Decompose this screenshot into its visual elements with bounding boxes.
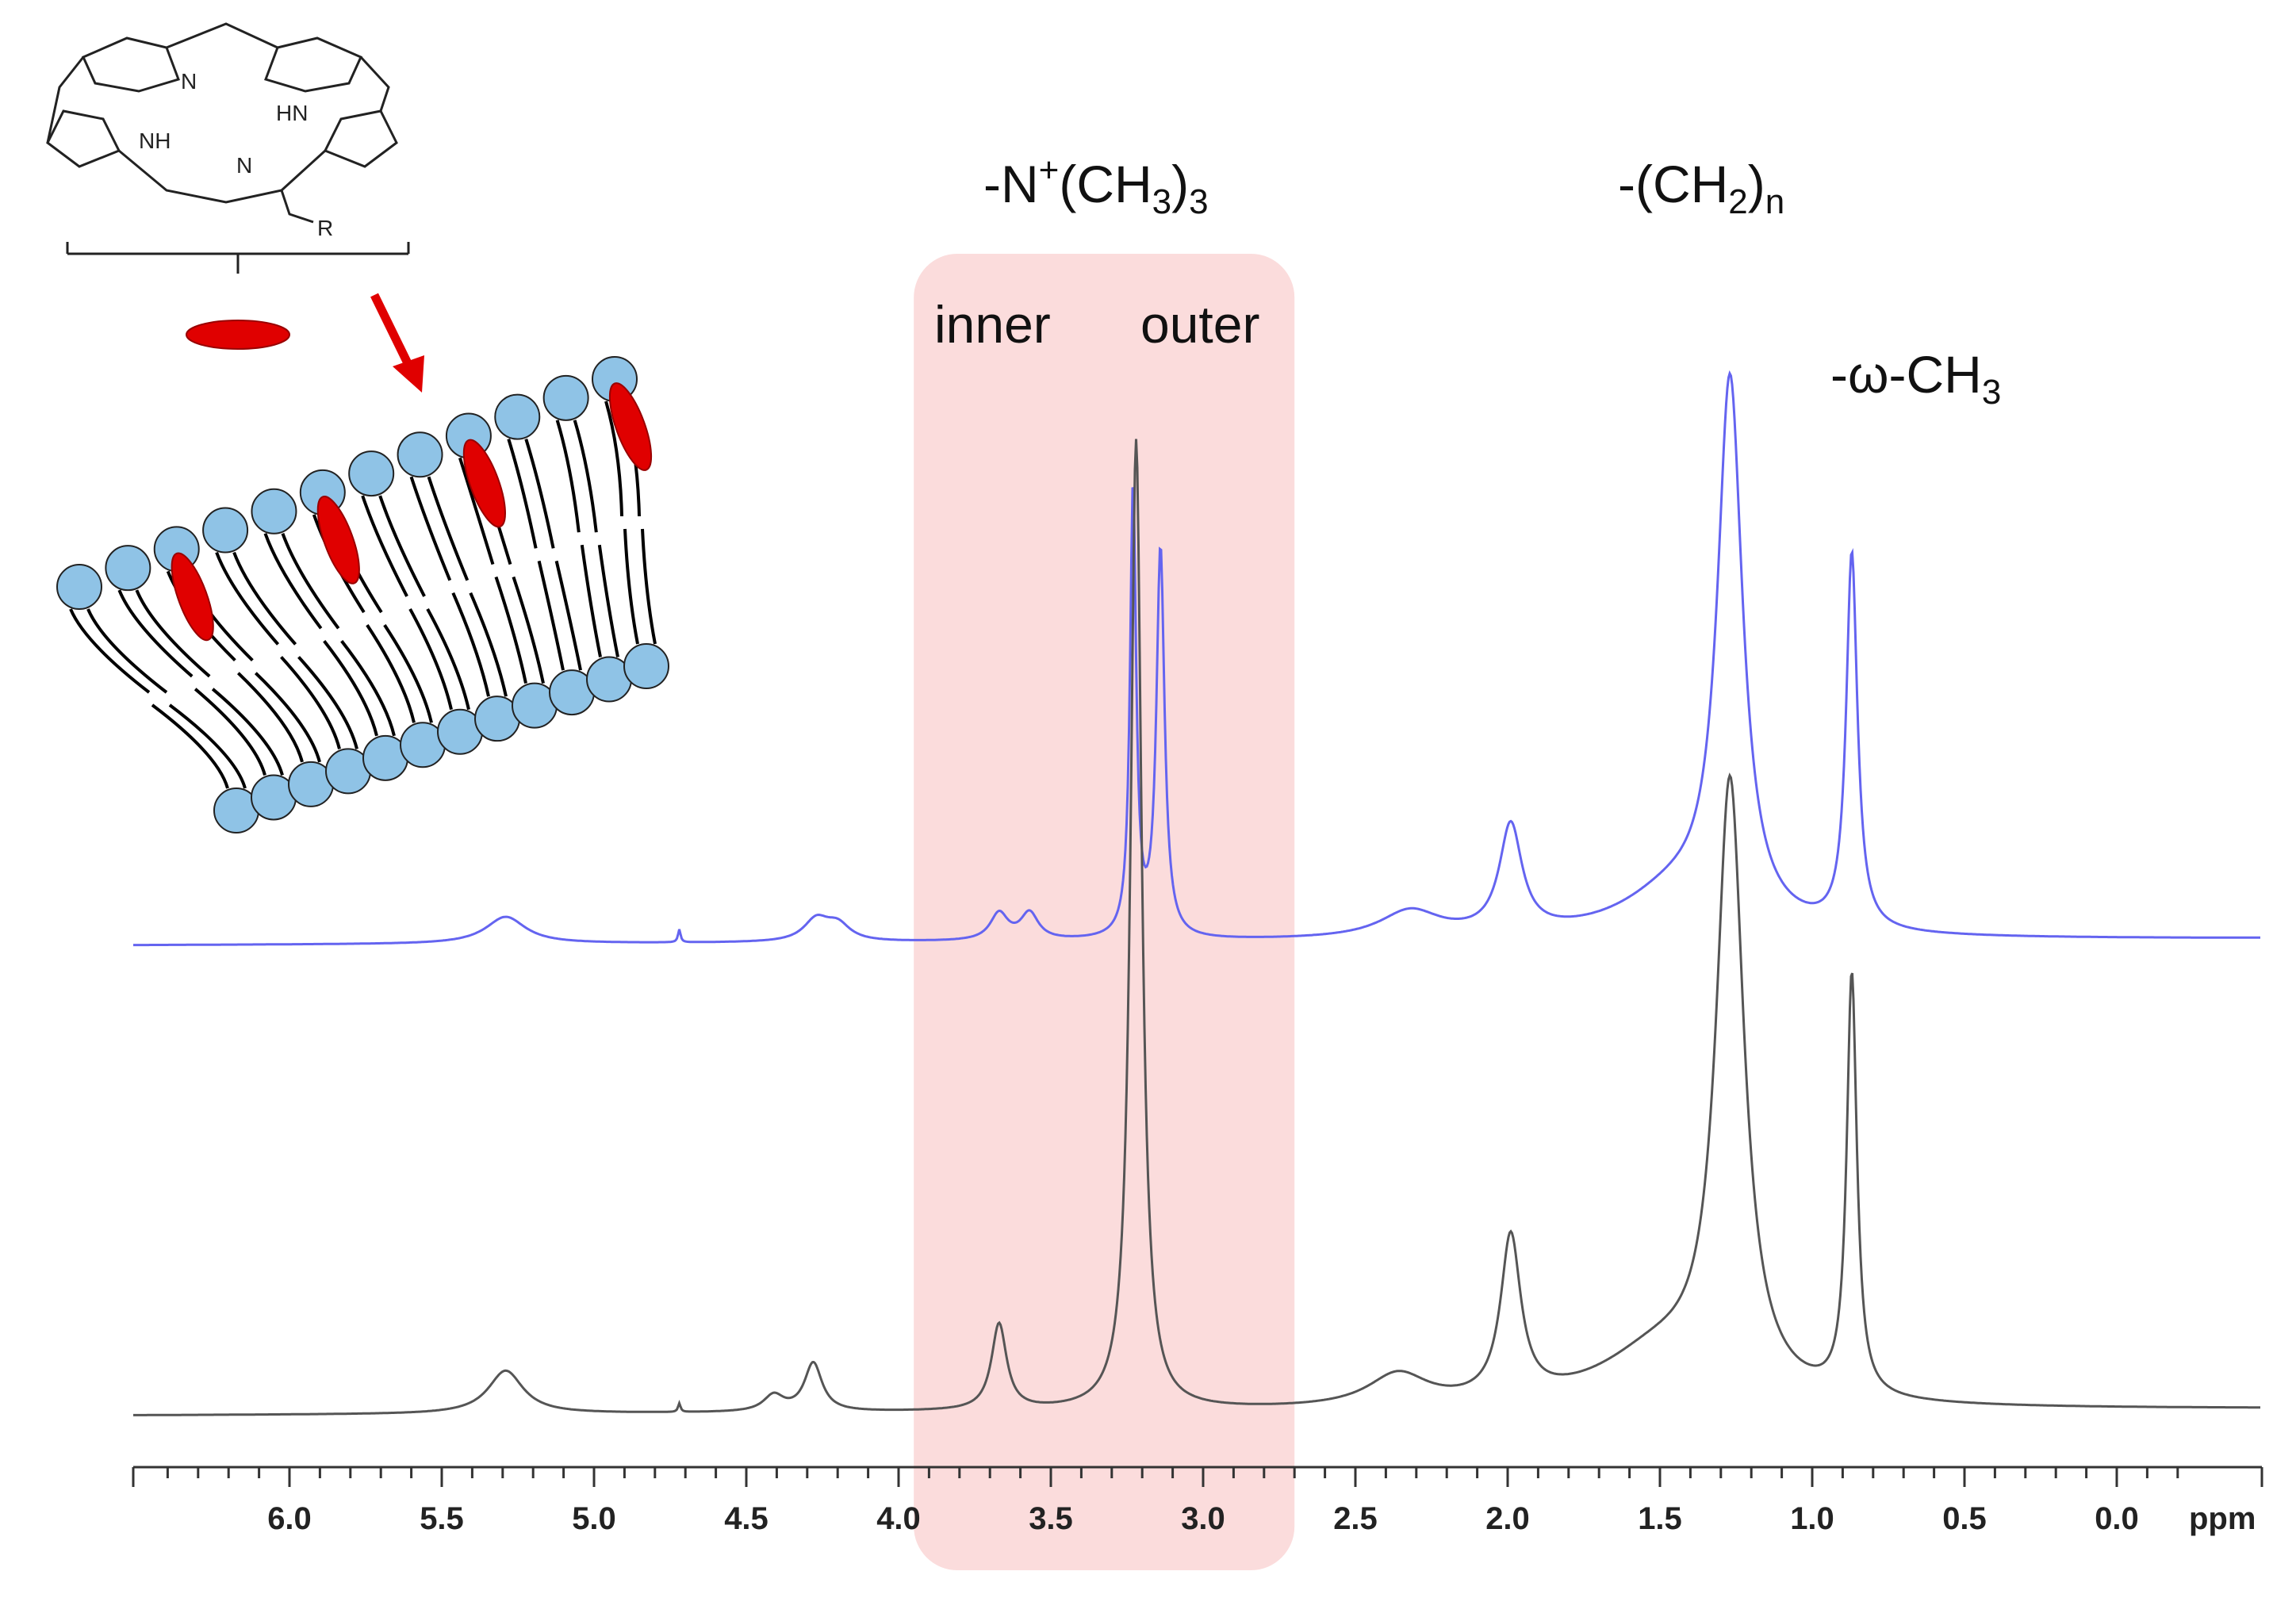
lipid-tail xyxy=(458,457,527,684)
embedded-porphyrin xyxy=(462,439,506,528)
x-tick-label: 2.5 xyxy=(1333,1501,1378,1536)
x-tick-label: 3.5 xyxy=(1029,1501,1073,1536)
lipid-tail xyxy=(555,420,602,657)
ring-label-r: R xyxy=(317,216,333,240)
lipid-tail xyxy=(409,476,490,697)
lipid-tail xyxy=(263,533,378,737)
annotation-outer: outer xyxy=(1140,295,1259,354)
x-tick-label: 0.5 xyxy=(1942,1501,1987,1536)
lipid-tail xyxy=(69,608,229,789)
lipid-headgroup xyxy=(56,564,102,610)
lipid-tail xyxy=(427,476,508,697)
lipid-tail xyxy=(86,608,247,789)
annotation-inner: inner xyxy=(934,295,1051,354)
x-tick-label: 5.5 xyxy=(420,1501,464,1536)
x-tick-label: 4.5 xyxy=(724,1501,769,1536)
spectrum-black xyxy=(133,439,2260,1416)
lipid-headgroup xyxy=(251,488,297,535)
lipid-headgroup xyxy=(348,450,395,497)
lipid-headgroup xyxy=(623,643,669,689)
annotation-terminal-methyl: -ω-CH3 xyxy=(1830,345,2001,412)
lipid-headgroup xyxy=(494,393,541,440)
x-tick-label: 6.0 xyxy=(267,1501,312,1536)
lipid-headgroup xyxy=(542,374,589,421)
ring-label-n-bottom: N xyxy=(236,153,252,178)
porphyrin-disc-icon xyxy=(186,320,290,350)
embedded-porphyrin xyxy=(316,496,360,584)
porphyrin-labels: N HN NH N R xyxy=(139,69,333,240)
x-tick-label: 2.0 xyxy=(1485,1501,1530,1536)
x-tick-label: 5.0 xyxy=(572,1501,616,1536)
lipid-tail xyxy=(117,589,266,776)
annotation-headgroup: -N+(CH3)3 xyxy=(983,151,1209,221)
lipid-tail xyxy=(232,551,358,749)
x-tick-label: 1.5 xyxy=(1638,1501,1682,1536)
lipid-tail xyxy=(524,439,582,671)
x-tick-label: 3.0 xyxy=(1181,1501,1225,1536)
porphyrin-structure xyxy=(46,22,410,274)
lipid-headgroup xyxy=(202,507,249,554)
lipid-bilayer-icon xyxy=(56,356,669,833)
lipid-headgroup xyxy=(105,545,151,592)
lipid-headgroup xyxy=(397,431,443,478)
lipid-tail xyxy=(281,533,396,737)
lipid-tail xyxy=(361,495,453,711)
highlight-region xyxy=(914,254,1295,1570)
x-axis-label: ppm xyxy=(2189,1501,2256,1536)
lipid-tail xyxy=(378,495,470,711)
ring-label-n-top: N xyxy=(181,69,197,94)
ring-label-nh: NH xyxy=(139,128,171,153)
lipid-tail xyxy=(135,589,284,776)
ring-label-hn: HN xyxy=(276,101,308,125)
x-tick-label: 0.0 xyxy=(2095,1501,2139,1536)
embedded-porphyrin xyxy=(171,552,214,642)
x-tick-label: 1.0 xyxy=(1790,1501,1834,1536)
lipid-tail xyxy=(507,439,565,671)
annotation-methylene: -(CH2)n xyxy=(1618,155,1784,221)
lipid-tail xyxy=(215,551,341,749)
embedded-porphyrin xyxy=(608,382,653,471)
x-tick-label: 4.0 xyxy=(876,1501,921,1536)
lipid-tail xyxy=(604,400,639,645)
lipid-tail xyxy=(573,420,619,657)
arrow-icon xyxy=(370,293,424,393)
x-axis-ticks: 6.0 5.5 5.0 4.5 4.0 3.5 3.0 2.5 2.0 1.5 1.0 0.5 0.0 xyxy=(132,1467,2263,1536)
spectrum-blue xyxy=(133,370,2260,947)
